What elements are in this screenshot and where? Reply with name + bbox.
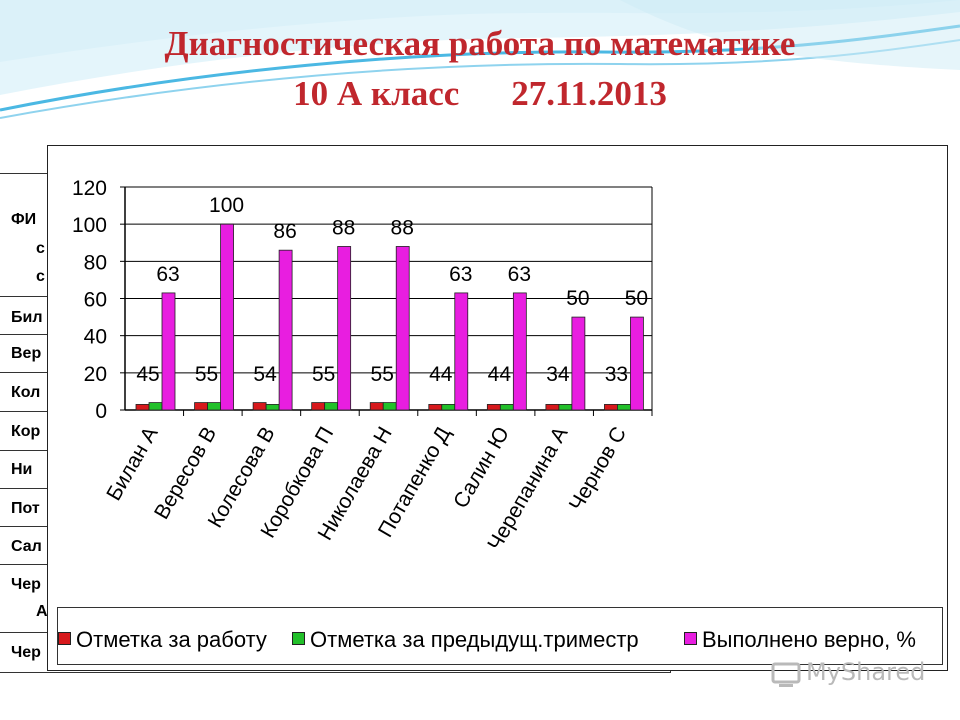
class-label: 10 А класс	[293, 74, 460, 113]
bar-previous-mark	[499, 404, 514, 411]
table-row-fragment: Чер	[11, 576, 41, 593]
bar-previous-mark	[207, 402, 221, 411]
data-label-percent: 63	[508, 263, 531, 286]
data-label-percent: 50	[566, 287, 589, 310]
table-header-fragment: ФИ	[11, 211, 37, 228]
legend-item-previous-mark: Отметка за предыдущ.триместр	[292, 627, 639, 653]
bar-previous-mark	[382, 402, 397, 411]
category-label: Чернов С	[565, 423, 631, 515]
bar-previous-mark	[148, 402, 163, 411]
bar-current-mark	[428, 404, 443, 411]
slide-subtitle: 10 А класс 27.11.2013	[0, 74, 960, 114]
data-label-marks: 33	[605, 363, 628, 386]
legend-swatch	[58, 632, 71, 645]
legend-item-percent-correct: Выполнено верно, %	[684, 627, 916, 653]
data-label-percent: 63	[156, 263, 179, 286]
table-header-fragment: с	[36, 240, 45, 257]
bar-percent-correct	[571, 316, 586, 411]
data-label-percent: 100	[209, 194, 244, 217]
bar-percent-correct	[161, 292, 176, 411]
table-row-fragment: Кор	[11, 423, 41, 440]
data-label-percent: 88	[391, 216, 414, 239]
legend-swatch	[684, 632, 697, 645]
data-label-marks: 54	[253, 363, 277, 386]
bar-percent-correct	[337, 246, 352, 411]
bar-percent-correct	[395, 246, 410, 411]
y-tick-label: 100	[72, 214, 107, 237]
table-row-fragment: Бил	[11, 309, 43, 326]
bar-percent-correct	[220, 223, 234, 411]
bar-current-mark	[604, 404, 618, 411]
bar-percent-correct	[278, 249, 293, 411]
table-row-fragment: Сал	[11, 538, 42, 555]
watermark-text: MyShared	[806, 658, 926, 686]
y-tick-label: 0	[95, 400, 107, 423]
table-row-fragment: Чер	[11, 644, 41, 661]
table-row-fragment: Кол	[11, 384, 41, 401]
data-label-marks: 55	[195, 363, 218, 386]
y-tick-label: 20	[84, 363, 107, 386]
bar-current-mark	[135, 404, 150, 411]
bar-percent-correct	[454, 292, 469, 411]
category-label: Салин Ю	[449, 423, 514, 512]
slide-title: Диагностическая работа по математике	[164, 24, 796, 63]
myshared-logo-icon	[771, 662, 801, 687]
bar-current-mark	[194, 402, 208, 411]
data-label-marks: 45	[136, 363, 159, 386]
bar-percent-correct	[630, 316, 644, 411]
bar-previous-mark	[441, 404, 456, 411]
bar-current-mark	[369, 402, 384, 411]
data-label-percent: 63	[449, 263, 472, 286]
data-label-percent: 88	[332, 216, 355, 239]
table-row-fragment: Вер	[11, 345, 42, 362]
y-tick-label: 60	[84, 289, 107, 312]
bar-current-mark	[545, 404, 560, 411]
bar-previous-mark	[265, 404, 280, 411]
category-label: Билан А	[102, 423, 162, 505]
data-label-percent: 86	[273, 220, 296, 243]
bar-previous-mark	[324, 402, 339, 411]
data-label-marks: 44	[429, 363, 453, 386]
bar-percent-correct	[512, 292, 527, 411]
chart-legend: Отметка за работу Отметка за предыдущ.тр…	[57, 607, 943, 665]
data-label-marks: 34	[546, 363, 570, 386]
data-label-marks: 55	[312, 363, 335, 386]
table-header-fragment: с	[36, 268, 45, 285]
bar-previous-mark	[617, 404, 631, 411]
y-tick-label: 40	[84, 326, 107, 349]
legend-item-current-mark: Отметка за работу	[58, 627, 267, 653]
table-row-fragment: Ни	[11, 461, 33, 478]
bar-previous-mark	[558, 404, 573, 411]
table-row-fragment: Пот	[11, 500, 40, 517]
data-label-marks: 55	[371, 363, 394, 386]
date-label: 27.11.2013	[511, 74, 667, 113]
bar-current-mark	[311, 402, 326, 411]
bar-current-mark	[252, 402, 267, 411]
bar-current-mark	[486, 404, 501, 411]
legend-swatch	[292, 632, 305, 645]
data-label-percent: 50	[625, 287, 648, 310]
y-tick-label: 120	[72, 177, 107, 200]
table-row-fragment: А	[36, 603, 48, 620]
data-label-marks: 44	[488, 363, 512, 386]
y-tick-label: 80	[84, 251, 107, 274]
